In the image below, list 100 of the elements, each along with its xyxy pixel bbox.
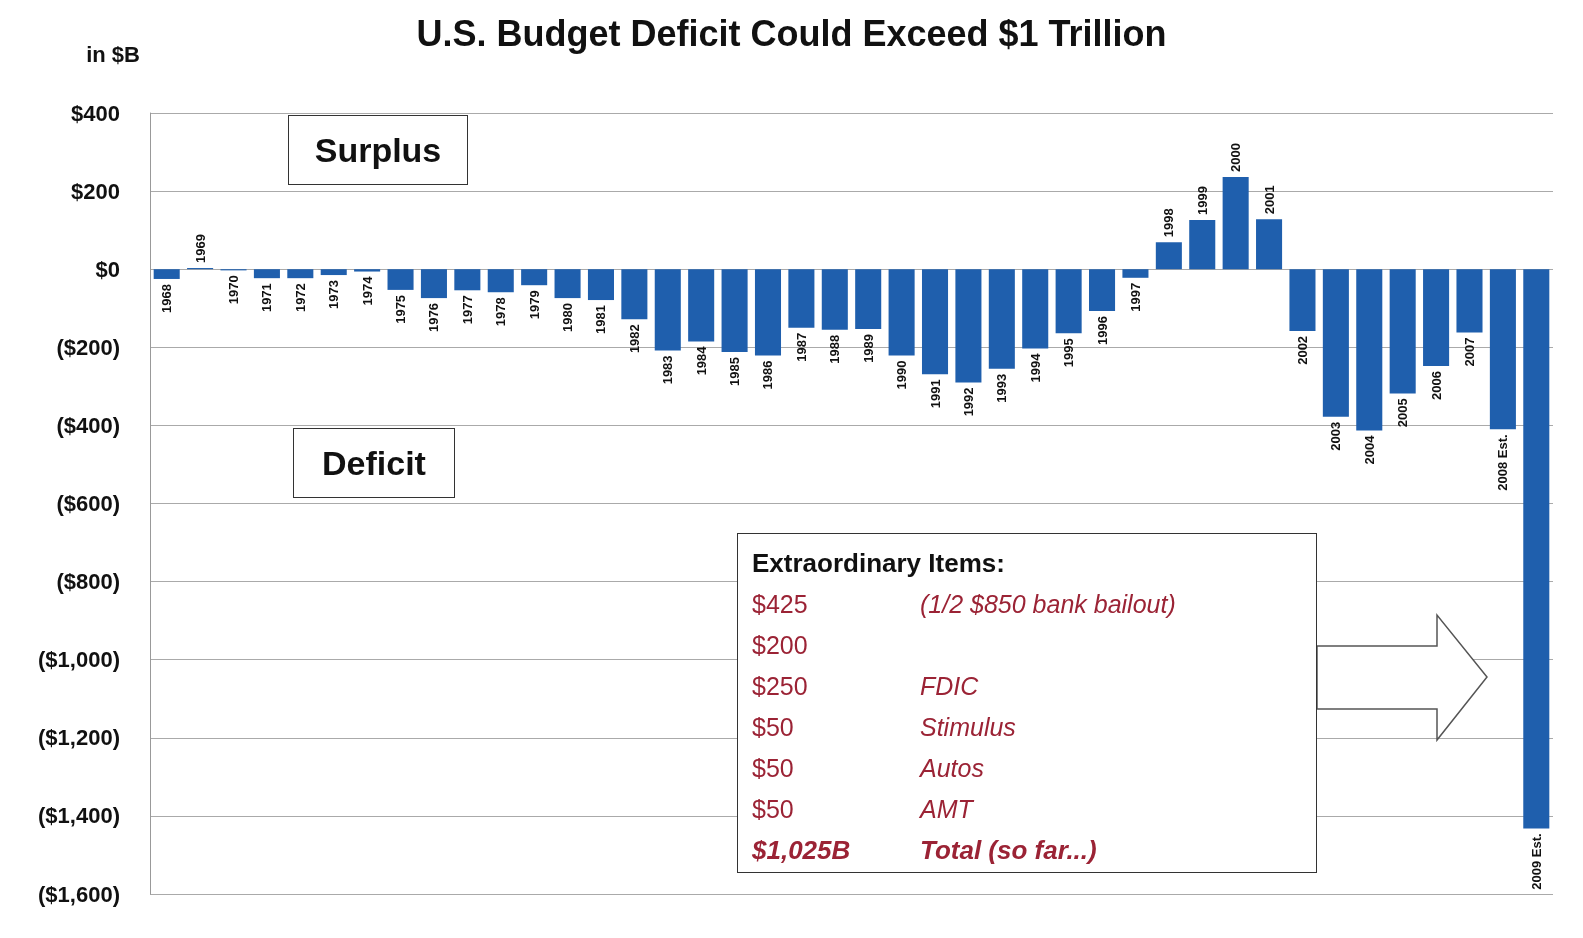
y-tick-label: ($800) [56,569,120,595]
bar [654,269,681,351]
bar [1122,269,1149,278]
bar [1322,269,1349,417]
y-axis-title: in $B [86,41,140,67]
bar [1356,269,1383,431]
x-tick-label: 1970 [226,275,242,305]
bar [988,269,1015,369]
x-tick-label: 1990 [894,360,910,390]
x-tick-label: 2008 Est. [1495,434,1511,491]
x-tick-label: 1993 [994,373,1010,403]
x-tick-label: 1972 [292,283,308,313]
x-tick-label: 1999 [1194,186,1210,215]
annotation: $50 [752,712,794,742]
bar [1055,269,1082,334]
bar [1489,269,1516,430]
bar [1222,177,1249,270]
label-box: Deficit [293,428,455,498]
annotation: AMT [920,794,973,824]
x-tick-label: 2007 [1461,337,1477,367]
x-tick-label: 2003 [1328,421,1344,451]
x-tick-label: 1996 [1094,315,1110,345]
annotation: FDIC [920,671,979,701]
bar [921,269,949,375]
bar [420,269,447,299]
bar [320,269,347,276]
x-tick-label: 1978 [493,297,509,327]
y-tick-label: ($600) [56,491,120,516]
x-tick-label: 1991 [927,379,943,409]
bar [1289,269,1316,331]
x-tick-label: 1983 [660,355,676,385]
x-tick-label: 1973 [326,280,342,309]
bar [788,269,815,328]
x-tick-label: 1998 [1161,208,1177,238]
label-box: Surplus [288,115,468,185]
y-tick-label: ($1,600) [38,881,120,907]
bar [855,269,882,329]
x-tick-label: 1985 [727,356,743,386]
annotation: $50 [752,794,794,824]
bar [721,269,748,352]
x-tick-label: 1977 [459,295,475,325]
x-tick-label: 1976 [426,303,442,333]
x-tick-label: 2005 [1395,398,1411,428]
bar [454,269,481,291]
y-tick-label: $0 [95,256,120,282]
bar [1523,269,1550,829]
bar [1189,220,1216,270]
x-tick-label: 1981 [593,305,609,334]
bar [621,269,648,320]
bar [1089,269,1116,311]
annotation: Extraordinary Items: [752,548,1005,578]
x-tick-label: 1995 [1061,338,1077,368]
annotation: $425 [752,589,808,619]
chart-title: U.S. Budget Deficit Could Exceed $1 Trillion [416,12,1167,54]
x-tick-label: 1987 [793,332,809,362]
y-tick-label: ($200) [56,334,120,360]
x-tick-label: 1980 [560,303,576,333]
x-tick-label: 1986 [760,360,776,390]
bar [1389,269,1416,394]
bar [821,269,848,330]
bar [554,269,581,299]
x-tick-label: 1994 [1027,352,1043,383]
annotation: Autos [920,753,984,783]
y-tick-label: ($1,200) [38,725,120,751]
y-tick-label: ($1,400) [38,803,120,829]
x-tick-label: 1979 [526,290,542,320]
annotation: $250 [752,671,808,701]
y-tick-label: ($1,000) [38,647,120,673]
bar [153,269,180,279]
bar [888,269,915,356]
bar [754,269,782,356]
bar [253,269,280,279]
x-tick-label: 1992 [960,387,976,417]
x-tick-label: 1974 [359,275,375,306]
x-tick-label: 2009 Est. [1528,833,1544,890]
y-tick-label: ($400) [56,412,120,438]
bar [1456,269,1483,333]
x-tick-label: 2001 [1261,185,1277,215]
annotation: (1/2 $850 bank bailout) [920,589,1176,619]
x-tick-label: 1969 [192,234,208,264]
annotation: Stimulus [920,712,1016,742]
y-tick-label: $200 [71,178,120,204]
annotation: $200 [752,630,808,660]
x-tick-label: 1989 [860,333,876,363]
bar [1256,219,1283,270]
x-tick-label: 1997 [1127,282,1143,312]
x-tick-label: 1971 [259,283,275,313]
bar [287,269,314,279]
bar [688,269,715,342]
y-tick-label: $400 [71,100,120,126]
bar [521,269,548,286]
bar [955,269,982,383]
x-tick-label: 2002 [1294,335,1310,365]
bar [387,269,414,290]
x-tick-label: 2004 [1361,434,1377,465]
x-tick-label: 1982 [626,324,642,354]
x-tick-label: 2000 [1228,143,1244,173]
annotation: Total (so far...) [920,835,1097,865]
annotation: $50 [752,753,794,783]
bar [1423,269,1450,367]
